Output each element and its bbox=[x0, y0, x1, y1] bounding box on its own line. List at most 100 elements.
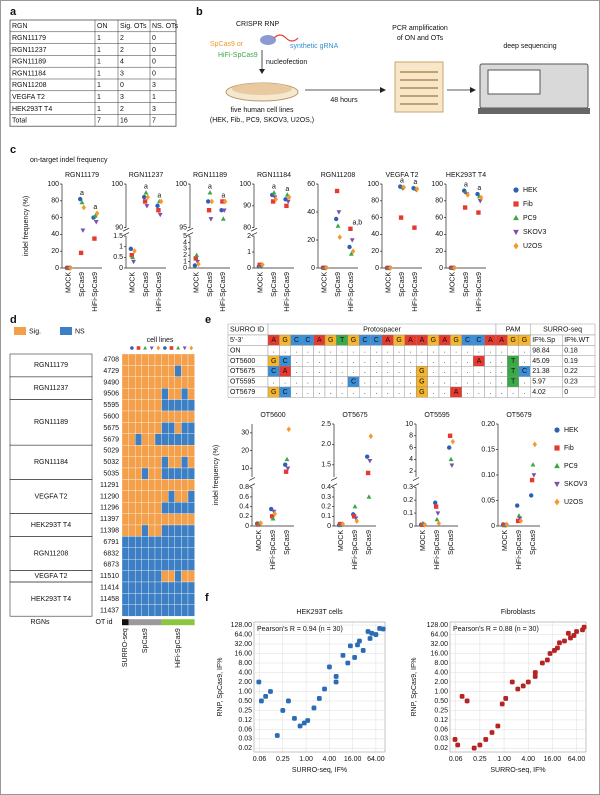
base: . bbox=[364, 347, 366, 354]
base: . bbox=[455, 379, 457, 386]
data-point bbox=[348, 226, 353, 231]
data-point bbox=[144, 204, 150, 209]
legend-marker bbox=[554, 445, 560, 451]
heat-cell bbox=[141, 399, 149, 412]
y-tick-label: 0 bbox=[119, 265, 123, 272]
table-cell: 1 bbox=[97, 94, 101, 101]
table-cell: 0 bbox=[152, 59, 156, 66]
y-tick-label: 0.15 bbox=[481, 446, 495, 453]
heat-cell bbox=[161, 604, 169, 617]
data-point bbox=[347, 643, 353, 649]
y-tick-label: 3 bbox=[183, 246, 187, 253]
y-tick-label: 2.5 bbox=[321, 421, 331, 428]
group-label: RGN11237 bbox=[34, 385, 69, 392]
heat-cell bbox=[174, 422, 182, 434]
data-point bbox=[477, 742, 483, 748]
y-tick-label: 0.1 bbox=[321, 513, 331, 520]
heat-cell bbox=[135, 570, 142, 583]
condition-bar bbox=[122, 619, 129, 626]
table-cell: 0 bbox=[152, 70, 156, 77]
heat-cell bbox=[174, 513, 182, 526]
base: G bbox=[419, 379, 424, 386]
y-tick-label: 4 bbox=[409, 456, 413, 463]
base: A bbox=[317, 337, 322, 344]
annotation: a,b bbox=[352, 220, 362, 227]
y-tick-label: 0 bbox=[375, 265, 379, 272]
x-tick-label: HiFi-SpCas9 bbox=[270, 530, 277, 570]
plot-area bbox=[253, 621, 386, 753]
table-header: Sig. OTs bbox=[120, 23, 147, 30]
data-point bbox=[401, 184, 406, 191]
data-point bbox=[93, 220, 99, 225]
x-tick-label: SpCas9 bbox=[448, 530, 455, 555]
table-subheader: IF%.Sp bbox=[532, 337, 555, 344]
y-axis-label: indel frequency (%) bbox=[213, 445, 220, 505]
if-value: 4.02 bbox=[532, 389, 546, 396]
y-tick-label: 0.12 bbox=[434, 717, 448, 724]
base: . bbox=[353, 347, 355, 354]
annotation: a bbox=[464, 182, 468, 189]
y-tick-label: 32.00 bbox=[430, 641, 448, 648]
table-cell: 1 bbox=[97, 59, 101, 66]
seq-label: deep sequencing bbox=[503, 43, 556, 50]
x-tick-label: 4.00 bbox=[521, 756, 535, 763]
axis-break bbox=[248, 483, 256, 488]
heat-cell bbox=[187, 399, 195, 412]
y-tick-label: 2.0 bbox=[321, 441, 331, 448]
data-point bbox=[263, 693, 269, 699]
heat-cell bbox=[128, 502, 136, 514]
data-point bbox=[475, 191, 480, 197]
x-tick-label: SpCas9 bbox=[79, 272, 86, 297]
cell-line-symbol bbox=[182, 346, 187, 351]
heat-cell bbox=[121, 536, 129, 548]
y-tick-label: 0 bbox=[183, 265, 187, 272]
data-point bbox=[414, 186, 420, 192]
base: C bbox=[283, 358, 288, 365]
heat-cell bbox=[135, 467, 142, 480]
y-tick-label: 1 bbox=[119, 244, 123, 251]
heat-cell bbox=[141, 433, 149, 446]
table-cell: 2 bbox=[120, 35, 124, 42]
annotation: Pearson's R = 0.94 (n = 30) bbox=[257, 626, 343, 633]
heat-cell bbox=[121, 479, 129, 491]
heat-cell bbox=[154, 388, 162, 400]
cell-line-symbol bbox=[189, 345, 194, 351]
base: . bbox=[410, 368, 412, 375]
data-point bbox=[258, 520, 263, 526]
x-tick-label: SpCas9 bbox=[207, 272, 214, 297]
heat-cell bbox=[174, 490, 182, 503]
x-tick-label: MOCK bbox=[386, 272, 393, 293]
heat-cell bbox=[135, 604, 142, 617]
base: T bbox=[511, 379, 516, 386]
heat-cell bbox=[181, 456, 189, 469]
base: . bbox=[375, 368, 377, 375]
data-point bbox=[373, 632, 379, 637]
heat-cell bbox=[161, 376, 169, 389]
heat-cell bbox=[168, 524, 175, 537]
data-point bbox=[574, 629, 579, 634]
x-axis-label: SURRO-seq, IF% bbox=[292, 767, 347, 774]
heat-cell bbox=[174, 433, 182, 446]
x-tick-label: HiFi-SpCas9 bbox=[352, 530, 359, 570]
data-point bbox=[530, 462, 536, 467]
heat-cell bbox=[181, 490, 189, 503]
data-point bbox=[532, 674, 538, 679]
base: . bbox=[410, 347, 412, 354]
base: . bbox=[284, 347, 286, 354]
base: A bbox=[271, 337, 276, 344]
data-point bbox=[464, 698, 470, 704]
base: . bbox=[307, 358, 309, 365]
data-point bbox=[354, 518, 359, 525]
heat-cell bbox=[148, 479, 156, 491]
base: . bbox=[467, 389, 469, 396]
heat-cell bbox=[154, 399, 162, 412]
data-point bbox=[377, 626, 383, 631]
base: C bbox=[362, 337, 367, 344]
workflow-diagram: CRISPR RNP SpCas9 or HiFi-SpCas9 synthet… bbox=[210, 21, 590, 124]
heat-cell bbox=[181, 581, 189, 594]
legend-label: PC9 bbox=[564, 463, 578, 470]
cell-line-symbol bbox=[163, 346, 167, 350]
data-point bbox=[477, 199, 483, 204]
y-tick-label: 20 bbox=[307, 237, 315, 244]
heat-cell bbox=[148, 536, 156, 548]
